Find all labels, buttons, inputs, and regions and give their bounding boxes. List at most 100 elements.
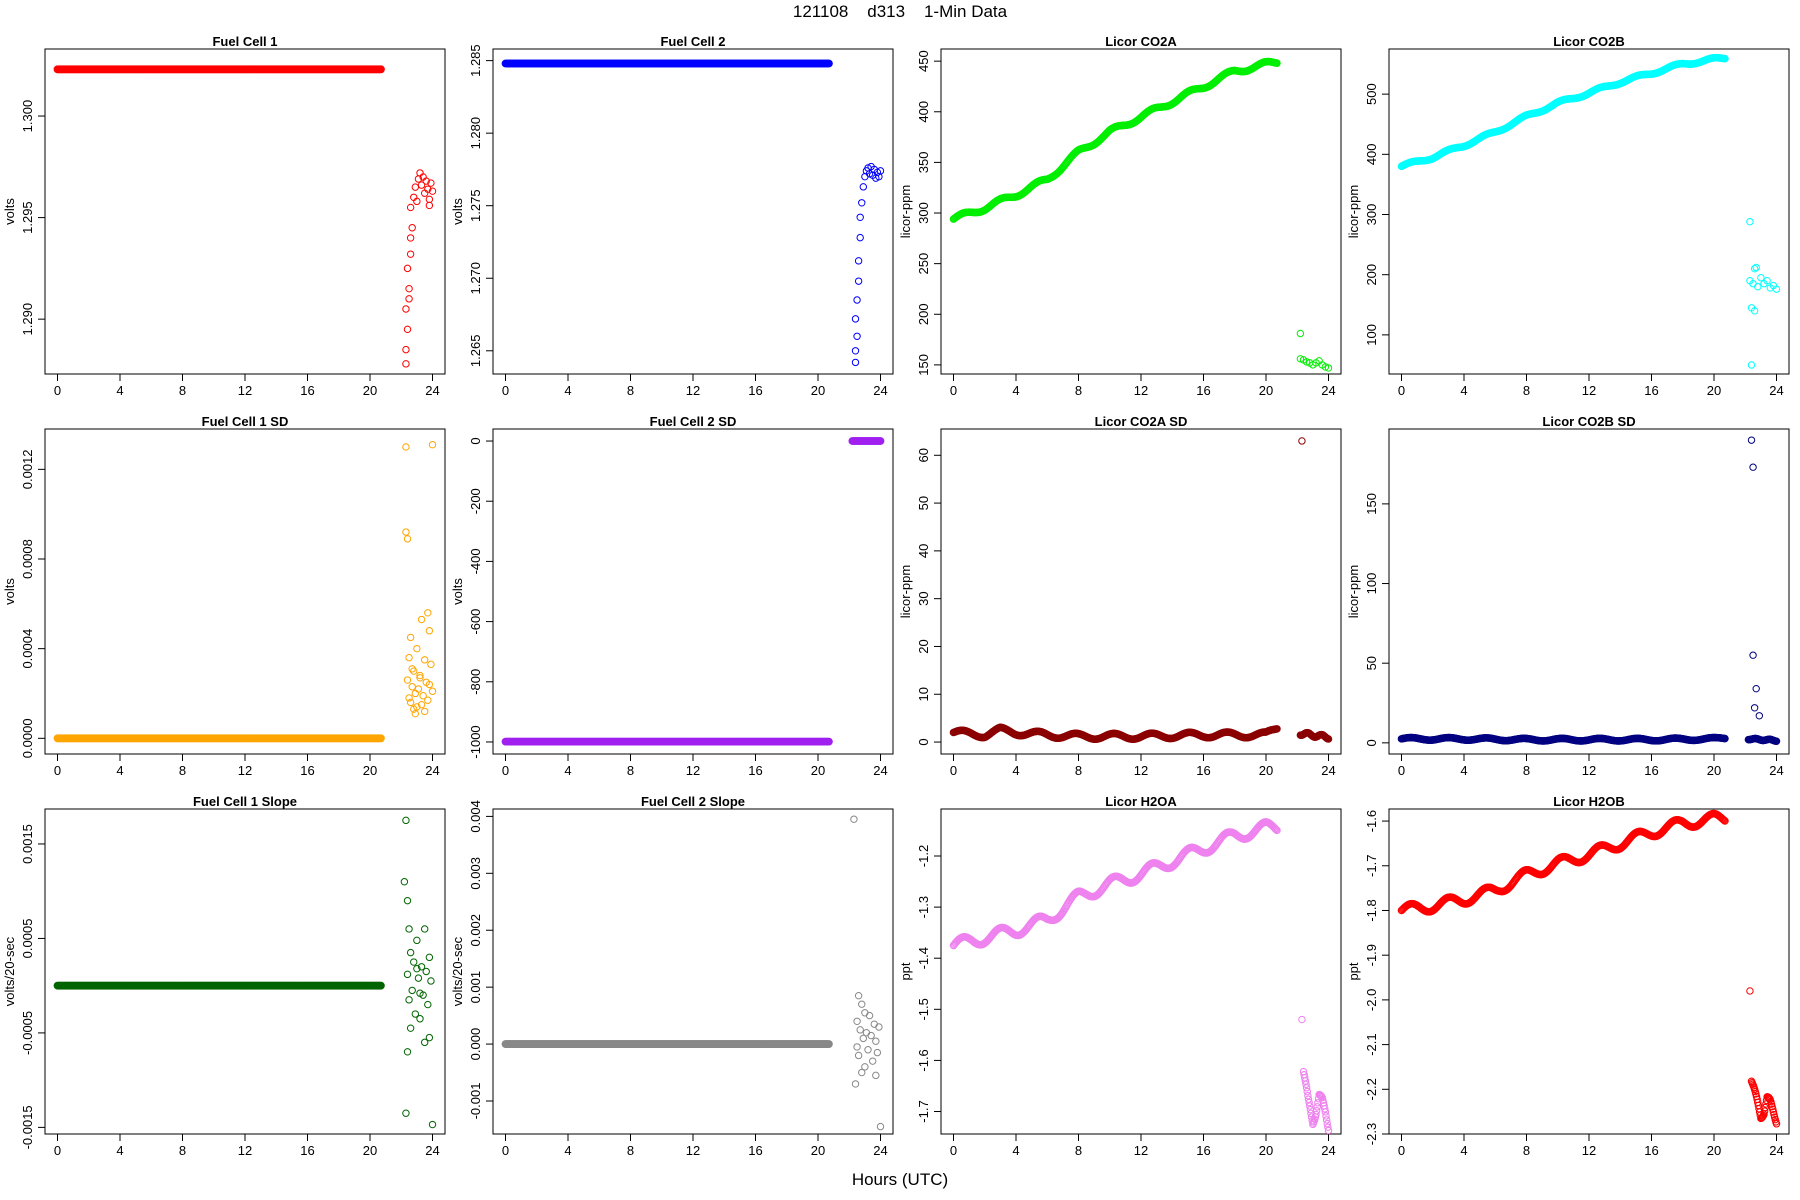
x-tick-label: 0 [1398,1143,1405,1158]
x-tick-label: 0 [1398,763,1405,778]
data-point [1746,987,1754,995]
data-points [1397,53,1781,369]
plot-frame [44,48,446,375]
x-tick-label: 16 [1644,1143,1658,1158]
data-point [403,896,412,905]
data-points [949,57,1333,372]
plot-frame [1388,48,1790,375]
x-tick-label: 0 [950,763,957,778]
data-point [1296,355,1305,363]
data-point [1765,1094,1773,1102]
data-point [856,1026,864,1034]
data-point [405,694,413,702]
data-point [851,358,860,367]
x-tick-label: 20 [811,1143,825,1158]
y-tick-label: 500 [1364,83,1379,105]
y-tick-label: -1.2 [916,845,931,867]
x-tick-label: 0 [950,1143,957,1158]
x-tick-label: 8 [1523,1143,1530,1158]
x-tick-label: 12 [686,1143,700,1158]
data-point [1271,824,1279,833]
x-tick-label: 12 [686,383,700,398]
data-point [413,644,421,653]
y-tick-label: 0.0012 [20,449,35,489]
x-tick-label: 16 [1196,1143,1210,1158]
data-points [53,440,437,743]
data-point [850,815,858,823]
data-point [1321,1105,1329,1113]
x-tick-label: 20 [1707,383,1721,398]
data-point [1302,1084,1311,1092]
data-point [1761,1103,1770,1112]
y-tick-label: 1.280 [468,117,483,150]
y-axis-label: volts [2,198,17,225]
y-tick-label: -1000 [468,725,483,758]
panel-title: Fuel Cell 1 [212,34,277,49]
plot-frame [940,808,1342,1135]
data-point [1721,734,1729,743]
data-point [854,991,863,1000]
data-point [1757,274,1765,282]
y-tick-label: -1.5 [916,998,931,1020]
plot-frame [940,428,1342,755]
data-point [1763,277,1771,285]
y-tick-label: -200 [468,488,483,514]
y-tick-label: 0 [1364,739,1379,746]
data-point [868,1057,877,1065]
y-tick-label: 1.265 [468,335,483,368]
data-point [420,1038,429,1047]
data-points [501,437,885,746]
data-point [377,734,385,743]
data-point [861,1063,869,1071]
data-point [417,700,426,709]
data-point [854,277,863,285]
y-tick-label: -1.7 [1364,855,1379,877]
x-tick-label: 12 [1582,383,1596,398]
data-point [856,233,864,242]
data-point [825,59,833,68]
x-tick-label: 24 [873,1143,887,1158]
x-tick-label: 0 [502,763,509,778]
data-point [1313,1103,1322,1111]
y-tick-label: 150 [916,354,931,376]
data-point [428,687,437,695]
panel-7: Licor CO2A SD0 4 8 12 16 20 240102030405060lic… [898,414,1342,778]
data-point [427,660,435,669]
y-tick-label: 400 [1364,143,1379,165]
x-tick-label: 0 [54,763,61,778]
data-point [1720,816,1728,824]
data-point [403,264,412,273]
data-point [428,187,437,195]
data-point [1324,1123,1332,1131]
y-tick-label: 0.0015 [20,824,35,864]
x-tick-label: 20 [1707,1143,1721,1158]
data-point [402,816,410,825]
x-tick-label: 0 [502,1143,509,1158]
x-tick-label: 12 [238,383,252,398]
data-point [424,185,432,193]
data-point [420,925,429,933]
data-point [406,633,415,642]
data-point [858,1000,866,1008]
x-tick-label: 4 [564,383,571,398]
plot-frame [492,48,894,375]
data-point [403,970,412,979]
data-point [416,674,424,682]
y-axis-label: volts/20-sec [2,936,17,1006]
data-point [870,1020,878,1028]
y-axis-label: volts [2,578,17,605]
y-tick-label: 100 [1364,324,1379,346]
data-point [402,305,410,313]
data-point [872,1037,880,1045]
y-tick-label: 10 [916,687,931,701]
data-point [1747,436,1756,444]
data-points [53,816,437,1129]
plot-frame [1388,428,1790,755]
x-tick-label: 16 [300,763,314,778]
data-point [408,665,416,673]
data-point [402,345,410,354]
